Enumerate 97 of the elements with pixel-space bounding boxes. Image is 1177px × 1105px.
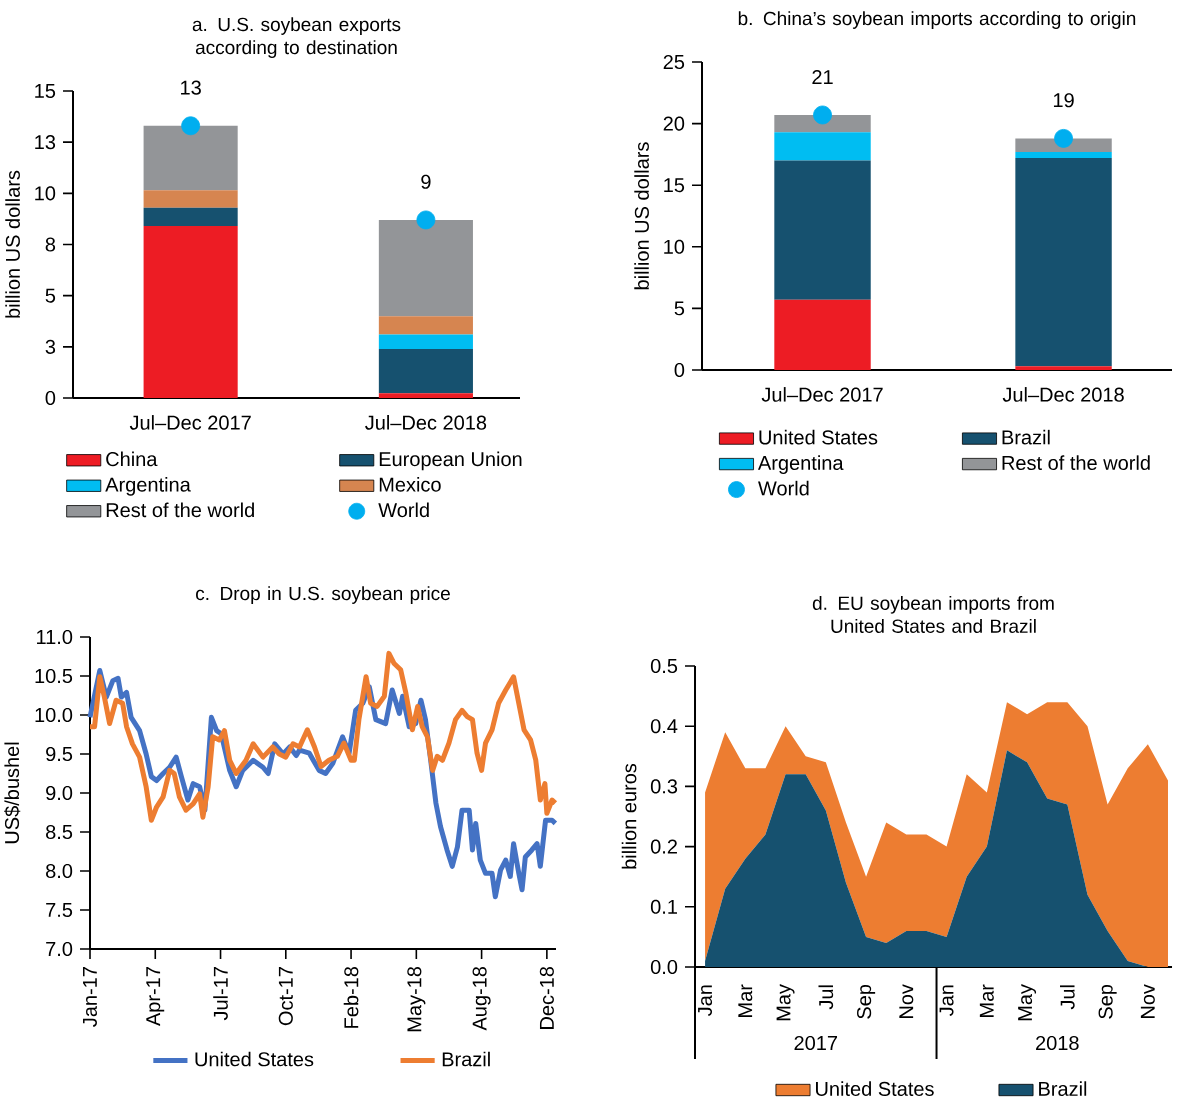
y-axis-title: billion US dollars — [5, 170, 20, 318]
data-label: 19 — [1053, 93, 1074, 108]
x-tick-label: Apr-17 — [146, 967, 165, 1027]
y-tick-label: 0.0 — [650, 959, 678, 975]
bar — [774, 114, 871, 133]
bar — [774, 299, 871, 370]
bar — [1015, 366, 1112, 370]
legend-label: United States — [816, 1081, 934, 1096]
legend-label: Rest of the world — [1002, 455, 1150, 471]
x-tick-label: Mar — [979, 984, 994, 1017]
bar — [143, 190, 238, 208]
bar — [143, 207, 238, 227]
bar — [378, 316, 473, 335]
y-tick-label: 10.0 — [35, 707, 73, 723]
x-tick-label: Jul — [1060, 985, 1075, 1010]
y-tick-label: 0.3 — [650, 779, 678, 794]
y-tick-label: 9.5 — [46, 746, 73, 762]
y-tick-label: 0.1 — [650, 899, 677, 914]
legend-label: China — [106, 451, 158, 467]
y-tick-label: 0 — [674, 362, 685, 378]
x-tick-label: Jul–Dec 2018 — [365, 415, 487, 430]
y-tick-label: 3 — [45, 339, 56, 354]
y-tick-label: 5 — [45, 288, 56, 303]
legend-label: Argentina — [757, 455, 844, 474]
legend-label: Brazil — [1039, 1081, 1087, 1096]
chart-title: b. China’s soybean imports according to origin — [738, 11, 1136, 29]
y-tick-label: 15 — [664, 178, 685, 193]
chart-title: d. EU soybean imports from United States and Brazil — [812, 595, 1054, 633]
x-tick-label: Jul–Dec 2017 — [129, 415, 251, 430]
x-tick-label: Mar — [738, 984, 753, 1017]
legend-label: United States — [759, 429, 878, 445]
data-label: 13 — [181, 80, 201, 95]
legend-label: European Union — [379, 451, 522, 471]
x-tick-label: Jan — [939, 985, 954, 1016]
text: 2018 — [1036, 1035, 1079, 1051]
y-tick-label: 0.2 — [650, 839, 677, 854]
legend-label: World — [758, 480, 809, 496]
y-tick-label: 7.0 — [46, 941, 73, 957]
x-tick-label: Jul — [818, 985, 834, 1010]
bar — [378, 219, 473, 317]
x-tick-label: May-18 — [407, 966, 426, 1032]
x-tick-label: May — [776, 984, 795, 1021]
y-tick-label: 8.0 — [46, 863, 73, 879]
bar — [143, 226, 238, 398]
x-tick-label: Nov — [1140, 984, 1155, 1018]
data-label: 21 — [812, 69, 833, 84]
y-axis-title: billion US dollars — [634, 142, 649, 290]
x-tick-label: Oct-17 — [278, 967, 293, 1026]
y-tick-label: 8 — [45, 237, 56, 252]
legend-label: Mexico — [379, 477, 441, 492]
y-tick-label: 8.5 — [46, 824, 73, 840]
bar — [1015, 158, 1112, 367]
y-tick-label: 10.5 — [35, 668, 73, 684]
x-tick-label: Jul-17 — [213, 967, 228, 1021]
y-tick-label: 11.0 — [37, 629, 73, 645]
y-tick-label: 10 — [35, 186, 56, 201]
legend-label: Brazil — [1002, 429, 1050, 445]
x-tick-label: Jul–Dec 2018 — [1002, 387, 1124, 402]
x-tick-label: Feb-18 — [343, 966, 359, 1028]
y-tick-label: 15 — [35, 84, 56, 98]
y-axis-title: billion euros — [621, 763, 637, 869]
x-tick-label: May — [1018, 984, 1037, 1021]
y-tick-label: 20 — [663, 116, 685, 131]
data-label: 9 — [421, 174, 431, 189]
y-tick-label: 0.4 — [650, 719, 678, 734]
x-tick-label: Dec-18 — [539, 966, 554, 1029]
bar — [774, 132, 871, 161]
y-tick-label: 10 — [664, 239, 685, 254]
x-tick-label: Jan — [698, 985, 713, 1016]
y-tick-label: 0 — [45, 390, 56, 406]
y-tick-label: 25 — [663, 54, 685, 70]
x-tick-label: Nov — [899, 984, 914, 1018]
x-tick-label: Aug-18 — [472, 966, 491, 1031]
y-tick-label: 9.0 — [46, 785, 73, 801]
legend-label: United States — [195, 1051, 314, 1067]
legend-label: Rest of the world — [106, 502, 254, 518]
y-tick-label: 0.5 — [650, 658, 678, 674]
legend-label: Brazil — [442, 1051, 490, 1067]
y-axis-title: US$/bushel — [4, 742, 21, 844]
y-tick-label: 13 — [35, 135, 56, 150]
x-tick-label: Jul–Dec 2017 — [761, 387, 883, 402]
legend-label: World — [378, 502, 429, 518]
legend-label: Argentina — [105, 477, 191, 496]
x-tick-label: Jan-17 — [83, 967, 97, 1027]
text: 2017 — [794, 1035, 838, 1051]
bar — [378, 393, 473, 398]
y-tick-label: 7.5 — [46, 903, 73, 917]
bar — [1015, 151, 1112, 159]
bar — [774, 160, 871, 300]
y-tick-label: 5 — [674, 301, 685, 316]
chart-title: a. U.S. soybean exports according to destination — [192, 17, 401, 58]
x-tick-label: Sep — [1098, 984, 1117, 1019]
bar — [378, 348, 473, 394]
chart-title: c. Drop in U.S. soybean price — [196, 586, 450, 604]
bar — [143, 125, 238, 191]
x-tick-label: Sep — [857, 984, 876, 1019]
bar — [378, 334, 473, 349]
